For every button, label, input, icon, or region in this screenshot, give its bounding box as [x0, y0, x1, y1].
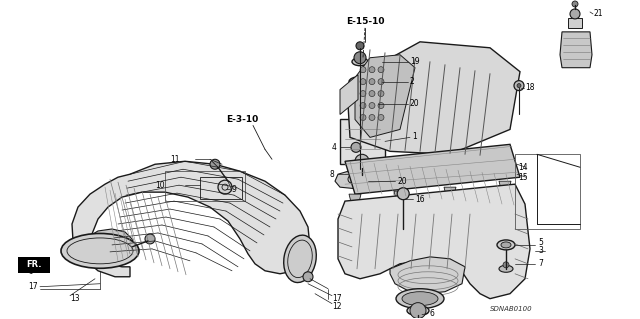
Text: 9: 9 — [232, 185, 237, 194]
Text: 6: 6 — [430, 309, 435, 318]
Circle shape — [378, 102, 384, 108]
Polygon shape — [390, 257, 465, 294]
Polygon shape — [82, 229, 135, 265]
Circle shape — [514, 81, 524, 91]
Polygon shape — [348, 98, 372, 115]
Text: 17: 17 — [28, 282, 38, 291]
Text: 19: 19 — [410, 57, 420, 66]
Polygon shape — [394, 191, 406, 199]
Text: FR.: FR. — [26, 260, 42, 269]
FancyBboxPatch shape — [18, 257, 50, 273]
Text: 8: 8 — [329, 170, 334, 179]
Circle shape — [410, 303, 426, 319]
Ellipse shape — [407, 306, 429, 315]
Text: 14: 14 — [518, 163, 528, 172]
Circle shape — [397, 188, 409, 200]
Circle shape — [356, 42, 364, 50]
Polygon shape — [568, 18, 582, 28]
Ellipse shape — [402, 292, 438, 306]
Circle shape — [355, 154, 369, 168]
Circle shape — [360, 91, 366, 97]
Circle shape — [145, 234, 155, 244]
Polygon shape — [340, 120, 385, 164]
Text: 20: 20 — [397, 177, 406, 186]
Polygon shape — [355, 55, 415, 137]
Circle shape — [210, 159, 220, 169]
Ellipse shape — [349, 77, 371, 87]
Circle shape — [378, 91, 384, 97]
Ellipse shape — [352, 58, 368, 66]
Polygon shape — [349, 194, 361, 202]
Text: 2: 2 — [410, 77, 415, 86]
Polygon shape — [444, 187, 456, 195]
Circle shape — [360, 67, 366, 73]
Circle shape — [503, 262, 509, 268]
Polygon shape — [340, 75, 358, 115]
Text: 17: 17 — [332, 294, 342, 303]
Circle shape — [517, 84, 521, 88]
Circle shape — [354, 52, 366, 64]
Text: E-3-10: E-3-10 — [226, 115, 258, 124]
Text: 4: 4 — [331, 143, 336, 152]
Circle shape — [378, 67, 384, 73]
Circle shape — [369, 115, 375, 121]
Circle shape — [360, 115, 366, 121]
Circle shape — [351, 142, 361, 152]
Circle shape — [303, 272, 313, 282]
Polygon shape — [499, 181, 511, 189]
Circle shape — [378, 79, 384, 85]
Text: 21: 21 — [594, 10, 604, 19]
Circle shape — [369, 102, 375, 108]
Text: 20: 20 — [410, 99, 420, 108]
Circle shape — [572, 1, 578, 7]
Polygon shape — [348, 42, 520, 154]
Text: 11: 11 — [170, 155, 179, 164]
Text: 10: 10 — [155, 181, 164, 190]
Circle shape — [570, 9, 580, 19]
Circle shape — [369, 91, 375, 97]
Circle shape — [369, 67, 375, 73]
Polygon shape — [345, 145, 520, 194]
Ellipse shape — [396, 289, 444, 308]
Circle shape — [378, 115, 384, 121]
Circle shape — [360, 102, 366, 108]
Circle shape — [218, 180, 232, 194]
Text: E-15-10: E-15-10 — [346, 18, 384, 26]
Circle shape — [369, 79, 375, 85]
Text: 12: 12 — [332, 302, 342, 311]
Text: 5: 5 — [538, 238, 543, 248]
Ellipse shape — [497, 240, 515, 250]
Polygon shape — [335, 169, 368, 189]
Ellipse shape — [284, 235, 316, 283]
Text: 18: 18 — [525, 83, 534, 92]
Text: 1: 1 — [412, 132, 417, 141]
Polygon shape — [338, 184, 530, 299]
Text: SDNAB0100: SDNAB0100 — [490, 306, 532, 312]
Text: 13: 13 — [70, 294, 79, 303]
Text: 16: 16 — [415, 195, 424, 204]
Text: 3: 3 — [538, 246, 543, 256]
Ellipse shape — [61, 234, 139, 268]
Ellipse shape — [499, 265, 513, 272]
Text: 7: 7 — [538, 259, 543, 268]
Polygon shape — [72, 161, 310, 277]
Text: 15: 15 — [518, 173, 528, 182]
Polygon shape — [560, 32, 592, 68]
Circle shape — [360, 79, 366, 85]
Ellipse shape — [501, 242, 511, 248]
